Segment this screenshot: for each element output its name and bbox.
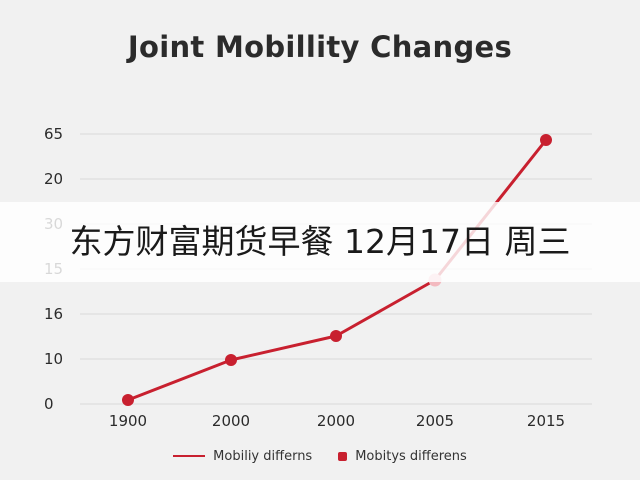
legend-label-dot: Mobitys differens <box>355 448 467 464</box>
data-point <box>540 134 552 146</box>
x-axis-tick-labels: 1900 2000 2000 2005 2015 <box>109 412 565 430</box>
data-point <box>122 394 134 406</box>
series-line-segment <box>334 278 437 338</box>
x-tick-label: 2005 <box>416 412 454 430</box>
series-line-segment <box>229 334 338 362</box>
legend-dot-swatch <box>338 451 348 461</box>
overlay-banner: 东方财富期货早餐 12月17日 周三 <box>0 202 640 282</box>
chart-title: Joint Mobillity Changes <box>127 30 513 64</box>
y-tick-label: 16 <box>44 305 63 323</box>
x-tick-label: 2000 <box>317 412 355 430</box>
legend: Mobiliy differns Mobitys differens <box>0 446 640 466</box>
y-tick-label: 0 <box>44 395 54 413</box>
data-point <box>330 330 342 342</box>
legend-line-swatch <box>173 455 206 457</box>
x-tick-label: 2015 <box>527 412 565 430</box>
overlay-caption: 东方财富期货早餐 12月17日 周三 <box>69 222 571 261</box>
legend-item-line: Mobiliy differns <box>173 449 312 464</box>
series-line-segment <box>126 358 233 402</box>
y-tick-label: 10 <box>44 350 63 368</box>
x-tick-label: 2000 <box>212 412 250 430</box>
legend-label-line: Mobiliy differns <box>213 448 313 464</box>
y-tick-label: 20 <box>44 170 63 188</box>
x-tick-label: 1900 <box>109 412 147 430</box>
data-point <box>225 354 237 366</box>
y-tick-label: 65 <box>44 125 63 143</box>
legend-item-dot: Mobitys differens <box>338 449 467 464</box>
